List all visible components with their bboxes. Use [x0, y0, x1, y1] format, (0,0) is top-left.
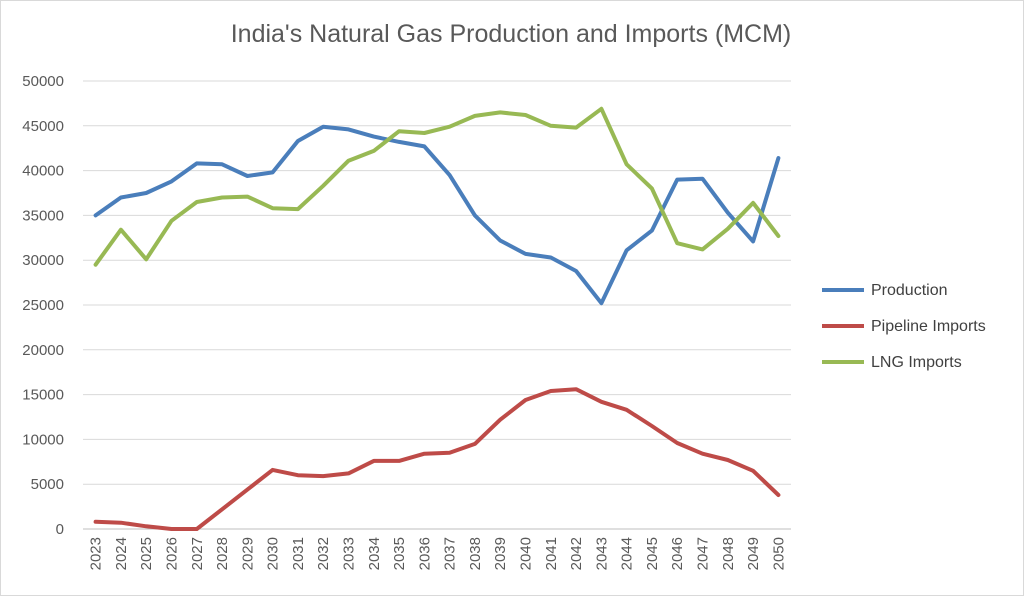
x-tick-label: 2046: [669, 537, 686, 570]
y-tick-label: 35000: [22, 207, 64, 224]
x-tick-label: 2043: [593, 537, 610, 570]
chart-title: India's Natural Gas Production and Impor…: [230, 20, 792, 48]
y-tick-label: 40000: [22, 163, 64, 180]
x-tick-label: 2024: [113, 537, 130, 570]
y-tick-label: 30000: [22, 252, 64, 269]
x-tick-label: 2044: [619, 537, 636, 570]
x-tick-label: 2045: [644, 537, 661, 570]
y-tick-label: 20000: [22, 342, 64, 359]
x-tick-label: 2029: [239, 537, 256, 570]
series-line-lng-imports: [93, 106, 781, 267]
x-tick-label: 2031: [290, 537, 307, 570]
x-tick-label: 2030: [265, 537, 282, 570]
y-axis-ticks: 0 5000 10000 15000 20000 25000 30000 35000 40000…: [22, 73, 64, 538]
x-tick-label: 2048: [720, 537, 737, 570]
x-tick-label: 2027: [189, 537, 206, 570]
x-tick-label: 2041: [543, 537, 560, 570]
legend-label: Pipeline Imports: [871, 318, 986, 335]
x-tick-label: 2034: [366, 537, 383, 570]
y-tick-label: 0: [56, 521, 64, 538]
series-lines: [93, 106, 781, 531]
x-axis-ticks: 2023 2024 2025 2026 2027 2028 2029 2030 2031 2032…: [88, 537, 788, 570]
x-tick-label: 2025: [138, 537, 155, 570]
x-tick-label: 2039: [492, 537, 509, 570]
x-tick-label: 2028: [214, 537, 231, 570]
x-tick-label: 2023: [88, 537, 105, 570]
x-tick-label: 2042: [568, 537, 585, 570]
y-tick-label: 10000: [22, 431, 64, 448]
x-tick-label: 2037: [442, 537, 459, 570]
x-tick-label: 2038: [467, 537, 484, 570]
y-tick-label: 25000: [22, 297, 64, 314]
x-tick-label: 2035: [391, 537, 408, 570]
series-line-pipeline-imports: [93, 387, 781, 531]
legend-label: Production: [871, 282, 948, 299]
x-tick-label: 2033: [341, 537, 358, 570]
x-tick-label: 2026: [164, 537, 181, 570]
y-tick-label: 15000: [22, 387, 64, 404]
x-tick-label: 2050: [770, 537, 787, 570]
y-tick-label: 50000: [22, 73, 64, 90]
y-tick-label: 5000: [31, 476, 64, 493]
x-tick-label: 2032: [315, 537, 332, 570]
y-tick-label: 45000: [22, 118, 64, 135]
x-tick-label: 2049: [745, 537, 762, 570]
x-tick-label: 2036: [416, 537, 433, 570]
legend: Production Pipeline Imports LNG Imports: [822, 282, 986, 371]
x-tick-label: 2047: [695, 537, 712, 570]
series-line-production: [93, 124, 781, 306]
grid-lines: [83, 80, 791, 530]
legend-label: LNG Imports: [871, 354, 962, 371]
x-tick-label: 2040: [518, 537, 535, 570]
